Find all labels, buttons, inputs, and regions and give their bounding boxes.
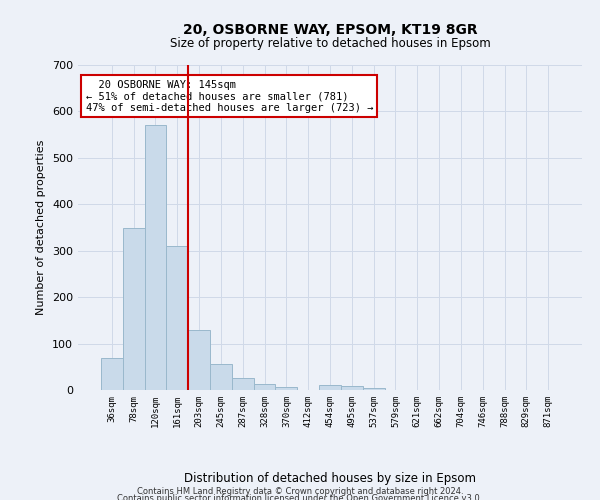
Text: Contains HM Land Registry data © Crown copyright and database right 2024.: Contains HM Land Registry data © Crown c… [137, 487, 463, 496]
Text: 20 OSBORNE WAY: 145sqm
← 51% of detached houses are smaller (781)
47% of semi-de: 20 OSBORNE WAY: 145sqm ← 51% of detached… [86, 80, 373, 113]
Bar [166, 246, 188, 390]
Bar [232, 378, 254, 390]
Bar [319, 386, 341, 390]
Bar [341, 386, 363, 390]
Bar [275, 387, 297, 390]
Text: Distribution of detached houses by size in Epsom: Distribution of detached houses by size … [184, 472, 476, 485]
Bar [363, 388, 385, 390]
Bar [188, 330, 210, 390]
Bar [101, 358, 123, 390]
Bar [145, 126, 166, 390]
Bar [254, 384, 275, 390]
Text: Contains public sector information licensed under the Open Government Licence v3: Contains public sector information licen… [118, 494, 482, 500]
Bar [210, 364, 232, 390]
Bar [123, 228, 145, 390]
Y-axis label: Number of detached properties: Number of detached properties [37, 140, 46, 315]
Text: 20, OSBORNE WAY, EPSOM, KT19 8GR: 20, OSBORNE WAY, EPSOM, KT19 8GR [182, 22, 478, 36]
Text: Size of property relative to detached houses in Epsom: Size of property relative to detached ho… [170, 38, 490, 51]
